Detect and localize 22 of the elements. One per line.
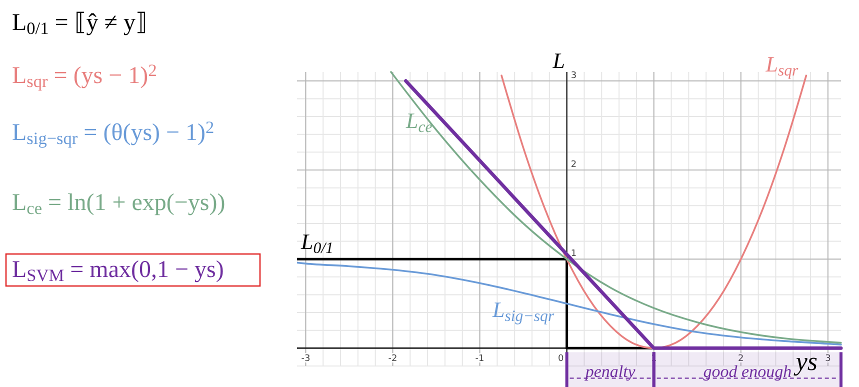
text: L$_{ce}$ = ln(1 + exp(−ys)) — [12, 190, 226, 218]
x-tick-label: -3 — [301, 354, 310, 364]
series-label: L$_{ce}$ — [404, 108, 432, 136]
band-label: good enough — [703, 362, 792, 382]
y-tick-label: 3 — [570, 70, 577, 81]
text: L$_{sig−sqr}$ = (θ(ys) − 1)$^{2}$ — [12, 118, 214, 148]
series-label: L$_{sig−sqr}$ — [491, 296, 555, 325]
y-tick-label: 1 — [570, 249, 577, 260]
y-tick-label: 2 — [570, 160, 577, 170]
x-tick-label: -1 — [475, 354, 484, 364]
x-tick-label: 0 — [558, 354, 564, 364]
text: L$_{sqr}$ = (ys − 1)$^{2}$ — [12, 61, 157, 92]
text: L$_{SVM}$ = max(0,1 − ys) — [12, 257, 224, 286]
y-axis-title: L — [552, 48, 565, 73]
band-label: penalty — [584, 362, 636, 382]
x-axis-title: ys — [792, 347, 818, 376]
x-tick-label: 3 — [825, 354, 831, 364]
text: L$_{0/1}$ = ⟦ŷ ≠ y⟧ — [12, 10, 148, 38]
series-label: L$_{0/1}$ — [300, 229, 334, 258]
x-tick-label: 2 — [738, 354, 744, 364]
series-label: L$_{sqr}$ — [764, 52, 800, 80]
x-tick-label: -2 — [388, 354, 398, 364]
